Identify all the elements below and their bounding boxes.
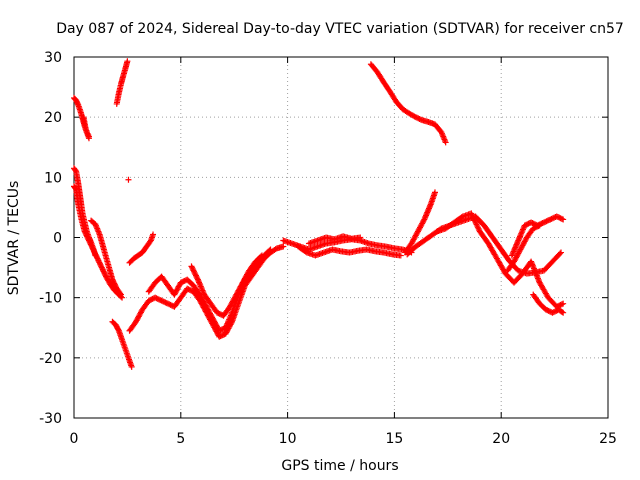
x-tick-label: 10 (279, 431, 297, 447)
data-point (267, 246, 274, 253)
series-rise-2h (113, 58, 131, 107)
data-point (473, 221, 480, 228)
series-early-top-b (80, 114, 92, 142)
data-point (128, 363, 135, 370)
y-tick-label: 10 (44, 170, 62, 186)
series-top-mid (367, 61, 449, 146)
series-mid-flat-b (295, 243, 404, 259)
data-point (192, 271, 199, 278)
data-point (194, 275, 201, 282)
y-tick-label: 30 (44, 50, 62, 66)
data-point (85, 135, 92, 142)
data-point (188, 263, 195, 270)
series-bump-3h (126, 231, 157, 266)
y-tick-label: 0 (53, 231, 62, 247)
data-point (258, 252, 265, 259)
data-point (471, 217, 478, 224)
data-point (192, 272, 199, 279)
series-mid-flat-c (305, 233, 364, 247)
x-tick-label: 25 (599, 431, 617, 447)
data-point (442, 139, 449, 146)
y-tick-label: -10 (39, 291, 62, 307)
data-point (560, 300, 567, 307)
data-point (468, 211, 475, 218)
series-late-c (508, 213, 567, 259)
series-late-d (530, 291, 567, 316)
data-point (472, 218, 479, 225)
data-point (475, 225, 482, 232)
x-tick-label: 0 (70, 431, 79, 447)
series-rise-16h (402, 189, 438, 256)
x-tick-label: 5 (176, 431, 185, 447)
data-point (559, 308, 566, 315)
series-late-b (434, 210, 567, 310)
y-tick-label: -30 (39, 411, 62, 427)
data-point (469, 213, 476, 220)
data-point (280, 243, 287, 250)
data-point (536, 222, 543, 229)
data-point (535, 223, 542, 230)
series-low-2h (109, 318, 135, 370)
data-point (474, 224, 481, 231)
data-point (556, 250, 563, 257)
data-point (257, 253, 264, 260)
data-point (560, 309, 567, 316)
data-point (193, 273, 200, 280)
data-point (560, 216, 567, 223)
y-tick-label: 20 (44, 110, 62, 126)
data-point (397, 252, 404, 259)
data-point (470, 215, 477, 222)
ticks: 0 5 10 15 20 25 -30 -20 -10 0 10 20 30 (39, 50, 617, 447)
data-point (558, 215, 565, 222)
data-point (125, 176, 132, 183)
data-point (474, 222, 481, 229)
data-point (468, 210, 475, 217)
y-tick-label: -20 (39, 351, 62, 367)
data-point (189, 266, 196, 273)
y-axis-label: SDTVAR / TECUs (6, 181, 22, 296)
data-point (190, 267, 197, 274)
series-isolated (125, 176, 132, 183)
x-axis-label: GPS time / hours (281, 458, 398, 474)
series-early-drop-c (88, 217, 124, 298)
data-point (458, 214, 465, 221)
series-early-drop-b (71, 183, 126, 301)
data-point (302, 248, 309, 255)
data-point (470, 214, 477, 221)
x-tick-label: 15 (385, 431, 403, 447)
data-point (191, 268, 198, 275)
data-point (357, 234, 364, 241)
data-point (150, 231, 157, 238)
data-point (431, 189, 438, 196)
data-point (420, 217, 427, 224)
data-point (266, 247, 273, 254)
data-point (115, 326, 122, 333)
data-point (117, 291, 124, 298)
series-late-e (504, 222, 543, 274)
data-point (472, 220, 479, 227)
data-point (191, 269, 198, 276)
data-point (147, 238, 154, 245)
data-point (117, 290, 124, 297)
series-main-c (188, 252, 265, 319)
data-point (558, 301, 565, 308)
data-point (189, 264, 196, 271)
data-point (119, 294, 126, 301)
data-point (124, 58, 131, 65)
chart-title: Day 087 of 2024, Sidereal Day-to-day VTE… (56, 21, 624, 37)
data-points (71, 58, 567, 370)
data-point (558, 249, 565, 256)
x-tick-label: 20 (492, 431, 510, 447)
